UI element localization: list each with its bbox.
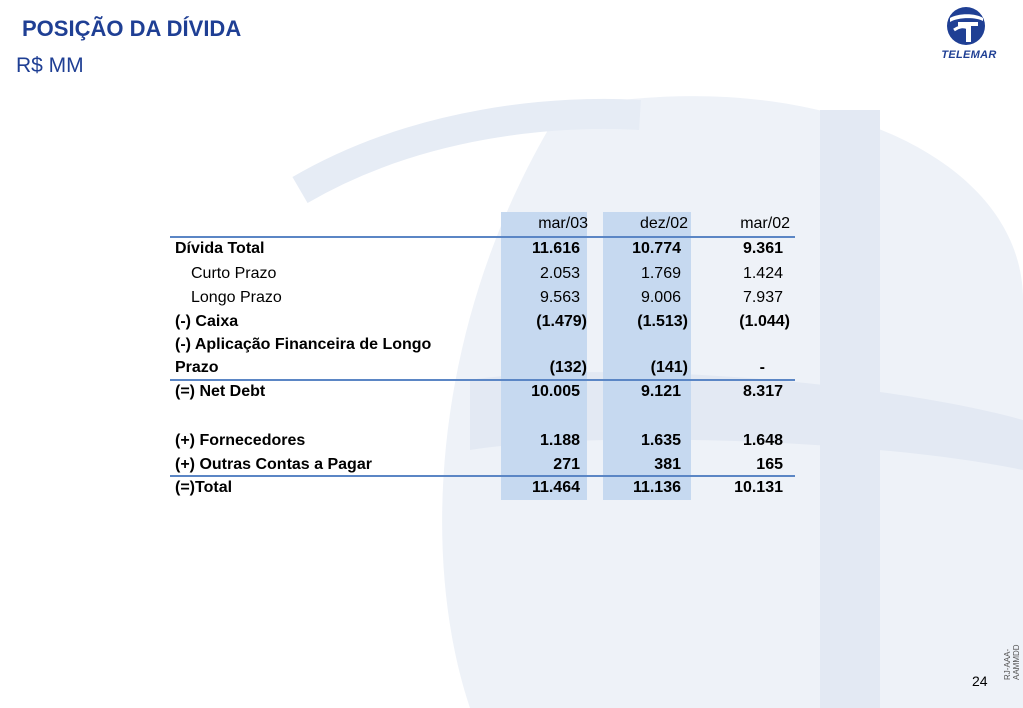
table-cell: 1.188	[539, 432, 580, 449]
column-highlight-dez02	[603, 212, 691, 500]
table-cell: 2.053	[539, 265, 580, 282]
table-cell: 7.937	[742, 289, 783, 306]
table-cell: (1.513)	[637, 313, 688, 330]
table-cell: (1.479)	[536, 313, 587, 330]
table-cell: 9.121	[640, 383, 681, 400]
row-label-aplicacao-financeira: (-) Aplicação Financeira de Longo	[175, 336, 432, 353]
logo-wordmark: TELEMAR	[941, 49, 997, 61]
table-cell: 10.131	[734, 479, 783, 496]
debt-table: mar/03 dez/02 mar/02 Dívida Total 11.616…	[170, 212, 795, 502]
row-label-curto-prazo: Curto Prazo	[191, 265, 277, 282]
column-header-mar02: mar/02	[740, 215, 790, 232]
column-header-dez02: dez/02	[639, 215, 688, 232]
table-cell: -	[759, 359, 765, 376]
row-label-divida-total: Dívida Total	[175, 240, 265, 257]
table-cell: 1.769	[640, 265, 681, 282]
row-label-caixa: (-) Caixa	[175, 313, 239, 330]
page-number: 24	[972, 673, 988, 689]
table-cell: 381	[654, 456, 681, 473]
net-debt-divider	[170, 379, 795, 381]
total-divider	[170, 475, 795, 477]
row-label-total: (=)Total	[175, 479, 233, 496]
slide-subtitle: R$ MM	[16, 54, 84, 77]
telemar-logo-icon	[947, 7, 985, 45]
table-cell: 9.361	[742, 240, 783, 257]
row-label-longo-prazo: Longo Prazo	[191, 289, 282, 306]
table-cell: 9.563	[539, 289, 580, 306]
table-cell: 1.648	[742, 432, 783, 449]
table-cell: 1.635	[640, 432, 681, 449]
table-cell: 11.136	[632, 479, 681, 496]
row-label-outras-contas: (+) Outras Contas a Pagar	[175, 456, 372, 473]
table-cell: (1.044)	[739, 313, 790, 330]
table-cell: 165	[756, 456, 783, 473]
table-cell: 271	[553, 456, 580, 473]
row-label-net-debt: (=) Net Debt	[175, 383, 266, 400]
table-cell: (132)	[549, 359, 587, 376]
slide-title: POSIÇÃO DA DÍVIDA	[22, 16, 242, 41]
column-header-mar03: mar/03	[538, 215, 588, 232]
document-code: RJ-AAA-AAMMDD	[1003, 644, 1021, 680]
header-divider	[170, 236, 795, 238]
table-cell: 8.317	[742, 383, 783, 400]
table-cell: 1.424	[742, 265, 783, 282]
table-cell: 9.006	[640, 289, 681, 306]
row-label-fornecedores: (+) Fornecedores	[175, 432, 306, 449]
table-cell: 10.774	[632, 240, 681, 257]
table-cell: 10.005	[531, 383, 580, 400]
table-cell: (141)	[650, 359, 688, 376]
table-cell: 11.616	[531, 240, 580, 257]
column-highlight-mar03	[501, 212, 587, 500]
row-label-aplicacao-financeira-line2: Prazo	[175, 359, 219, 376]
table-cell: 11.464	[531, 479, 580, 496]
